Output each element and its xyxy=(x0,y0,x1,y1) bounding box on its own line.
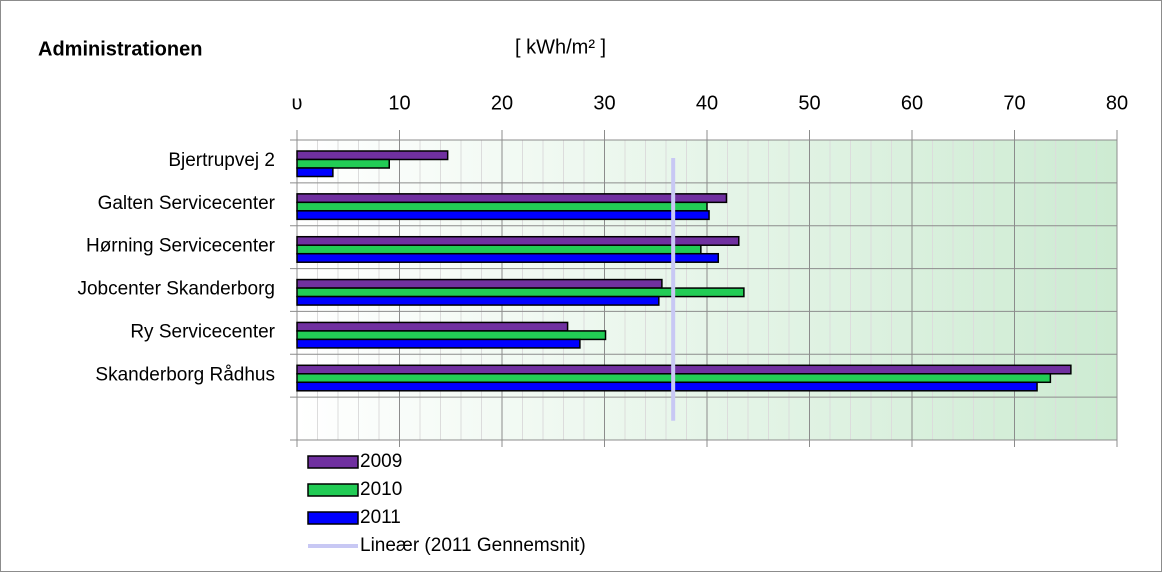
x-tick-label: 30 xyxy=(593,92,615,114)
legend-label: 2010 xyxy=(360,479,402,500)
bar xyxy=(296,295,660,306)
bar xyxy=(296,321,569,332)
x-tick-label: 20 xyxy=(491,92,513,114)
y-tick-label: Bjertrupvej 2 xyxy=(168,150,275,171)
x-tick-label: 70 xyxy=(1003,92,1025,114)
legend-label: 2009 xyxy=(360,451,402,472)
bar xyxy=(296,193,728,204)
x-tick-label: 50 xyxy=(798,92,820,114)
bar xyxy=(296,244,702,255)
chart-title: Administrationen xyxy=(38,38,202,60)
bar xyxy=(296,381,1038,392)
y-tick-label: Ry Servicecenter xyxy=(130,321,275,342)
legend-swatch xyxy=(307,511,359,525)
y-tick-label: Skanderborg Rådhus xyxy=(95,364,275,385)
bar xyxy=(296,201,708,212)
y-tick-label: Hørning Servicecenter xyxy=(86,236,276,257)
x-tick-label: 80 xyxy=(1106,92,1128,114)
y-tick-label: Jobcenter Skanderborg xyxy=(77,279,275,300)
legend-label: Lineær (2011 Gennemsnit) xyxy=(360,535,586,556)
bar xyxy=(296,158,390,169)
bar xyxy=(296,150,449,161)
bar xyxy=(296,338,581,349)
x-tick-label: 10 xyxy=(388,92,410,114)
legend-swatch xyxy=(307,455,359,469)
legend-label: 2011 xyxy=(360,507,401,528)
x-tick-label: 40 xyxy=(696,92,718,114)
y-tick-label: Galten Servicecenter xyxy=(98,193,276,214)
bar xyxy=(296,287,745,298)
bar xyxy=(296,210,710,221)
legend-swatch xyxy=(307,483,359,497)
bar xyxy=(296,167,334,178)
x-tick-label: 60 xyxy=(901,92,923,114)
bar xyxy=(296,252,720,263)
unit-label: [ kWh/m² ] xyxy=(515,36,606,58)
bar xyxy=(296,330,607,341)
x-tick-label: υ xyxy=(292,92,303,114)
bar xyxy=(296,364,1072,375)
bar xyxy=(296,278,663,289)
